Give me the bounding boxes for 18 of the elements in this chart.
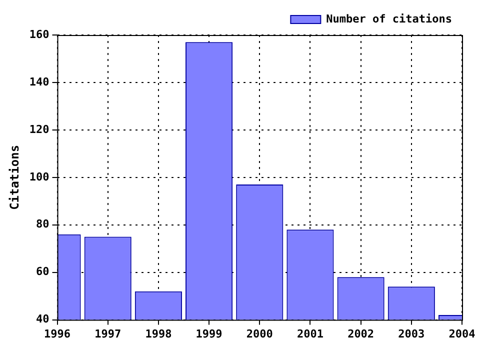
- x-tick-label: 1997: [94, 327, 122, 340]
- y-axis-title: Citations: [7, 144, 22, 210]
- legend-label: Number of citations: [326, 12, 452, 26]
- y-tick-label: 120: [29, 122, 50, 136]
- x-tick-label: 2003: [398, 327, 425, 340]
- y-tick-label: 40: [36, 312, 50, 326]
- x-tick-label: 1999: [196, 327, 222, 340]
- x-tick-label: 1998: [145, 327, 172, 340]
- x-tick-label: 2000: [246, 327, 273, 340]
- y-tick-label: 160: [29, 28, 50, 41]
- x-tick-label: 2002: [348, 327, 374, 340]
- x-tick-label: 2001: [296, 327, 324, 340]
- y-tick-label: 80: [36, 218, 50, 231]
- y-tick-label: 140: [29, 75, 50, 88]
- x-tick-label: 2004: [448, 327, 476, 340]
- y-tick-label: 60: [36, 265, 50, 278]
- y-tick-label: 100: [29, 170, 50, 184]
- x-tick-label: 1996: [44, 327, 71, 340]
